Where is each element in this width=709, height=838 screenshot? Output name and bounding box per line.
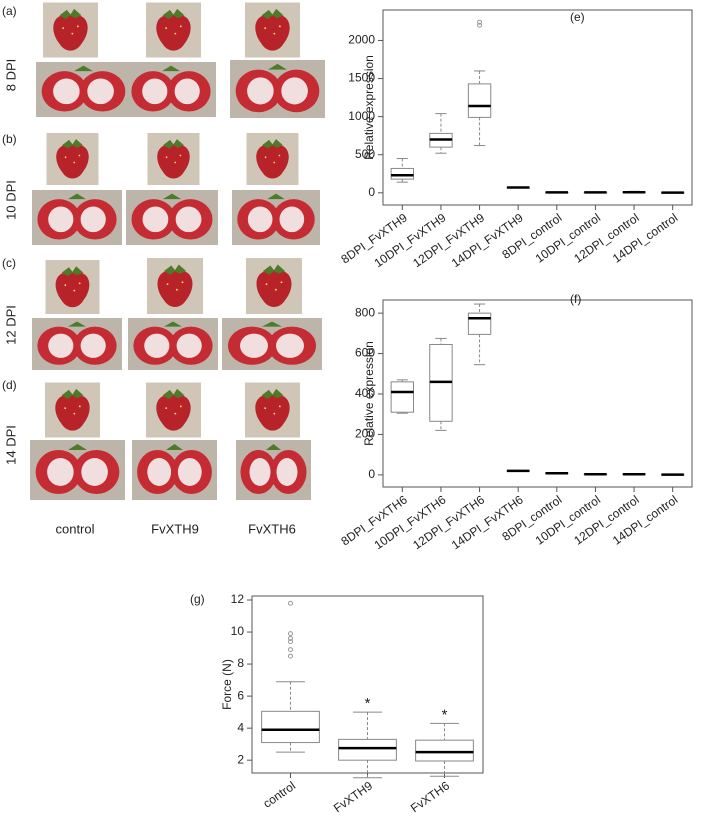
- box: [390, 167, 415, 180]
- photo: [45, 260, 100, 314]
- photo: [245, 2, 300, 58]
- y-axis-label: Relative expression: [362, 341, 376, 446]
- y-tick-label: 500: [355, 147, 375, 161]
- panel-label: (d): [2, 378, 17, 392]
- photo: [245, 382, 300, 438]
- y-axis-label: Relative expression: [362, 55, 376, 160]
- row-label: 12 DPI: [3, 305, 18, 345]
- annotation: *: [442, 706, 448, 723]
- y-axis-label: Force (N): [220, 659, 234, 710]
- annotation: *: [365, 695, 371, 712]
- photo: [30, 440, 125, 500]
- column-label: control: [55, 521, 94, 536]
- photo: [132, 440, 217, 500]
- photo: [146, 382, 201, 438]
- y-tick-label: 400: [355, 386, 375, 400]
- plot-frame: [382, 299, 693, 488]
- photo: [246, 258, 302, 314]
- box: [467, 312, 492, 335]
- panel-label: (a): [2, 4, 17, 18]
- photo: [32, 318, 122, 370]
- panel-label: (g): [190, 592, 205, 606]
- photo: [246, 133, 299, 185]
- photo: [147, 258, 203, 314]
- photo: [146, 2, 201, 58]
- photo-panel: (a) (b) (c) (d) 8 DPI 10 DPI 12 DPI 14 D…: [2, 2, 325, 536]
- outlier: [288, 600, 293, 606]
- outlier: [288, 639, 293, 645]
- photo: [46, 133, 99, 185]
- y-tick-label: 0: [368, 185, 375, 199]
- photo: [36, 62, 131, 117]
- photo: [126, 190, 218, 245]
- photo: [236, 440, 311, 500]
- y-tick-label: 1500: [348, 71, 375, 85]
- photo: [45, 382, 100, 438]
- photo: [147, 133, 200, 185]
- y-tick-label: 4: [237, 720, 244, 734]
- box: [261, 710, 320, 744]
- row-label: 10 DPI: [3, 180, 18, 220]
- outlier: [288, 635, 293, 641]
- y-tick-label: 6: [237, 688, 244, 702]
- photo: [232, 190, 320, 245]
- column-label: FvXTH9: [151, 521, 199, 536]
- row-label: 8 DPI: [3, 59, 18, 92]
- photo: [222, 318, 322, 370]
- x-tick-label: FvXTH6: [408, 778, 452, 815]
- x-tick-label: FvXTH9: [331, 778, 375, 815]
- outlier: [288, 647, 293, 653]
- y-tick-label: 0: [368, 467, 375, 481]
- x-tick-label: control: [260, 779, 298, 811]
- box: [467, 83, 492, 118]
- y-tick-label: 2: [237, 752, 244, 766]
- y-tick-label: 800: [355, 305, 375, 319]
- plot-frame: [382, 9, 693, 206]
- photo: [128, 318, 218, 370]
- y-tick-label: 1000: [348, 109, 375, 123]
- box: [338, 738, 397, 761]
- outlier: [288, 631, 293, 637]
- outlier: [288, 653, 293, 659]
- y-tick-label: 600: [355, 346, 375, 360]
- y-tick-label: 2000: [348, 33, 375, 47]
- panel-label: (b): [2, 132, 17, 146]
- y-tick-label: 12: [231, 592, 245, 606]
- photo: [43, 2, 98, 58]
- row-label: 14 DPI: [3, 425, 18, 465]
- panel-label: (c): [2, 256, 16, 270]
- outlier: [477, 22, 483, 28]
- y-tick-label: 8: [237, 656, 244, 670]
- box: [415, 739, 474, 762]
- panel-label: (e): [570, 10, 585, 24]
- panel-label: (f): [570, 292, 581, 306]
- photo: [230, 60, 325, 118]
- photo: [32, 190, 122, 245]
- y-tick-label: 200: [355, 427, 375, 441]
- y-tick-label: 10: [231, 624, 245, 638]
- photo: [126, 62, 216, 117]
- box: [390, 381, 415, 413]
- column-label: FvXTH6: [248, 521, 296, 536]
- outlier: [477, 19, 483, 25]
